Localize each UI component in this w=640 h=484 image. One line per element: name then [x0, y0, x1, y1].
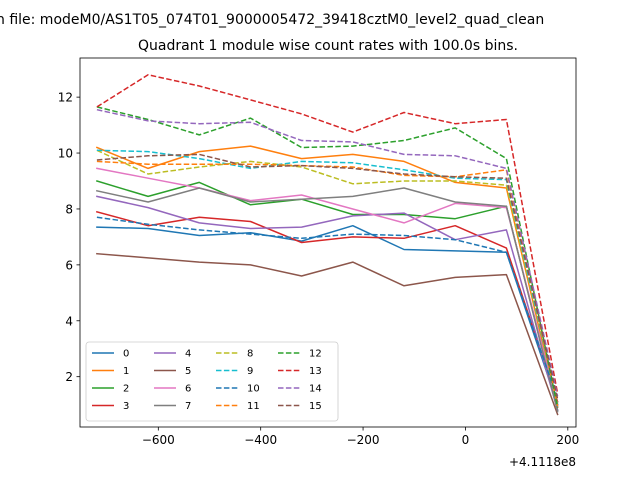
x-tick-label: −400 — [244, 433, 277, 447]
x-tick-label: −200 — [347, 433, 380, 447]
y-axis: 2 4 6 8 10 12 — [58, 91, 80, 384]
series-line-4 — [96, 195, 559, 412]
figure-suptitle: n file: modeM0/AS1T05_074T01_9000005472_… — [0, 12, 544, 28]
x-axis-offset-label: +4.1118e8 — [509, 455, 576, 469]
series-line-0 — [96, 224, 559, 406]
legend-label-10: 10 — [247, 384, 260, 395]
series-line-1 — [95, 145, 559, 409]
y-tick-label: 2 — [65, 370, 73, 384]
legend-label-9: 9 — [247, 366, 253, 377]
series-line-13 — [96, 74, 559, 394]
x-tick-label: 0 — [462, 433, 470, 447]
series-line-8 — [96, 149, 559, 405]
legend-label-3: 3 — [123, 401, 129, 412]
series-line-14 — [96, 108, 559, 397]
legend-label-0: 0 — [123, 349, 129, 360]
x-tick-label: 200 — [556, 433, 579, 447]
legend-label-6: 6 — [185, 384, 191, 395]
series-line-6 — [96, 167, 559, 407]
legend-label-8: 8 — [247, 349, 253, 360]
x-tick-label: −600 — [142, 433, 175, 447]
series-line-7 — [96, 187, 559, 413]
y-tick-label: 12 — [58, 91, 73, 105]
legend-label-14: 14 — [309, 384, 322, 395]
series-line-15 — [96, 153, 559, 400]
y-tick-label: 6 — [65, 258, 73, 272]
legend-label-4: 4 — [185, 349, 191, 360]
y-tick-label: 8 — [65, 202, 73, 216]
legend-label-12: 12 — [309, 349, 322, 360]
legend-label-11: 11 — [247, 401, 260, 412]
legend-label-7: 7 — [185, 401, 191, 412]
series-line-12 — [96, 106, 559, 408]
chart-title: Quadrant 1 module wise count rates with … — [138, 38, 518, 54]
x-axis: −600 −400 −200 0 200 — [142, 427, 579, 447]
series-line-10 — [96, 216, 559, 400]
legend-label-15: 15 — [309, 401, 322, 412]
series-line-2 — [95, 180, 559, 412]
legend-label-2: 2 — [123, 384, 129, 395]
plot-frame — [79, 57, 577, 428]
series-line-9 — [96, 149, 559, 405]
legend-label-1: 1 — [123, 366, 129, 377]
legend-label-13: 13 — [309, 366, 322, 377]
series-line-3 — [95, 210, 559, 403]
series-line-5 — [96, 252, 559, 416]
y-tick-label: 4 — [65, 314, 73, 328]
legend-box — [85, 341, 339, 422]
legend-label-5: 5 — [185, 366, 191, 377]
y-tick-label: 10 — [58, 147, 73, 161]
